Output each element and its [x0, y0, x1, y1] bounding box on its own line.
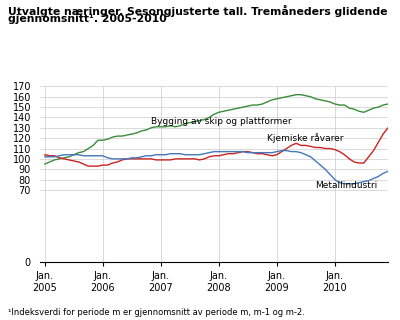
Text: ¹Indeksverdi for periode m er gjennomsnitt av periode m, m-1 og m-2.: ¹Indeksverdi for periode m er gjennomsni… [8, 308, 305, 317]
Text: Utvalgte næringer. Sesongjusterte tall. Tremåneders glidende: Utvalgte næringer. Sesongjusterte tall. … [8, 5, 388, 17]
Text: gjennomsnitt¹. 2005-2010: gjennomsnitt¹. 2005-2010 [8, 14, 167, 24]
Text: Kjemiske råvarer: Kjemiske råvarer [267, 133, 344, 143]
Text: Bygging av skip og plattformer: Bygging av skip og plattformer [151, 117, 292, 126]
Text: Metallindustri: Metallindustri [316, 181, 378, 190]
